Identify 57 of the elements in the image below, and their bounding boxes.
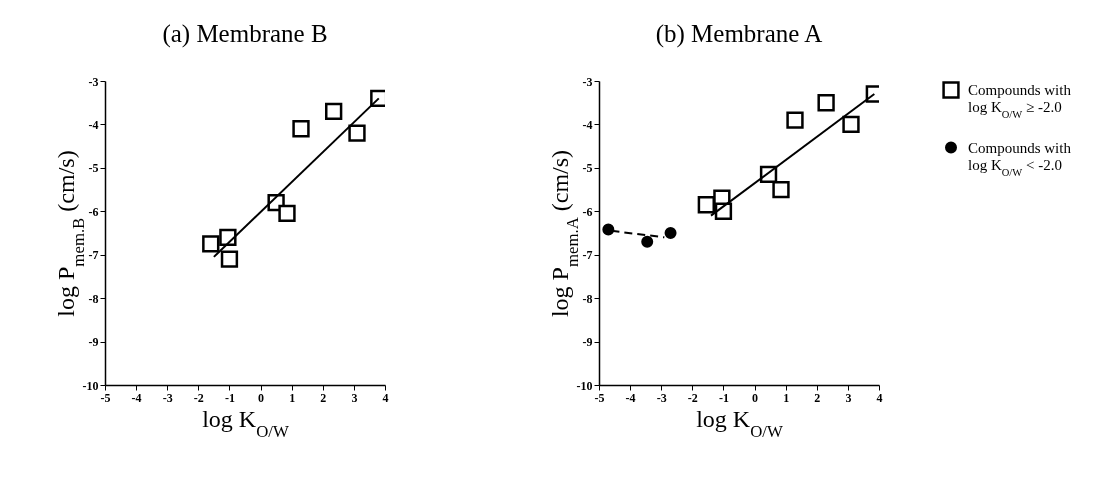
x-tick-label: 2 — [320, 390, 327, 405]
point — [220, 250, 239, 268]
y-tick-label: -5 — [582, 161, 593, 176]
x-tick-label: -3 — [162, 390, 173, 405]
point — [602, 223, 615, 236]
chart-title: (b) Membrane A — [655, 20, 823, 48]
x-tick-label: -5 — [594, 390, 605, 405]
y-tick-label: -3 — [582, 74, 593, 89]
x-tick-label: -2 — [687, 390, 698, 405]
y-tick-label: -5 — [88, 161, 99, 176]
x-tick-label: -4 — [625, 390, 636, 405]
x-tick-label: -3 — [656, 390, 667, 405]
y-tick-label: -4 — [582, 117, 593, 132]
legend-label: Compounds with log K$_{O/W}$ ≥ -2.0 — [968, 82, 1072, 120]
x-tick-label: 2 — [814, 390, 821, 405]
y-tick-label: -7 — [88, 248, 99, 263]
x-tick-label: -5 — [100, 390, 111, 405]
point — [664, 227, 677, 239]
y-tick-label: -6 — [582, 204, 593, 219]
point — [786, 111, 804, 129]
x-axis-title: log K$_{O/W}$ — [696, 405, 783, 440]
point — [325, 102, 343, 121]
chart-title: (a) Membrane B — [162, 20, 328, 48]
point — [817, 94, 835, 112]
point — [348, 124, 366, 142]
x-tick-label: 0 — [752, 390, 759, 405]
point — [278, 204, 296, 223]
x-tick-label: 1 — [783, 390, 790, 405]
x-tick-label: 4 — [382, 390, 389, 405]
point — [772, 180, 790, 199]
x-tick-label: 4 — [876, 390, 883, 405]
y-tick-label: -8 — [88, 291, 99, 306]
y-tick-label: -10 — [576, 378, 593, 393]
y-tick-label: -10 — [82, 378, 99, 393]
x-tick-label: -1 — [718, 390, 729, 405]
y-tick-label: -8 — [582, 291, 593, 306]
y-tick-label: -4 — [88, 117, 99, 132]
x-tick-label: 3 — [351, 390, 358, 405]
legend-label: Compounds with log K$_{O/W}$ < -2.0 — [968, 139, 1072, 177]
x-tick-label: 0 — [258, 390, 265, 405]
point — [202, 235, 220, 253]
x-tick-label: -1 — [224, 390, 235, 405]
x-tick-label: 1 — [289, 390, 296, 405]
y-tick-label: -3 — [88, 74, 99, 89]
x-tick-label: -4 — [131, 390, 142, 405]
point — [292, 120, 310, 138]
x-axis-title: log K$_{O/W}$ — [202, 405, 289, 440]
y-tick-label: -7 — [582, 248, 593, 263]
x-tick-label: -2 — [193, 390, 204, 405]
y-tick-label: -9 — [582, 335, 593, 350]
point — [219, 228, 237, 247]
point — [641, 235, 654, 248]
point — [842, 115, 860, 134]
x-tick-label: 3 — [845, 390, 852, 405]
y-tick-label: -9 — [88, 335, 99, 350]
y-tick-label: -6 — [88, 204, 99, 219]
point — [697, 196, 715, 214]
